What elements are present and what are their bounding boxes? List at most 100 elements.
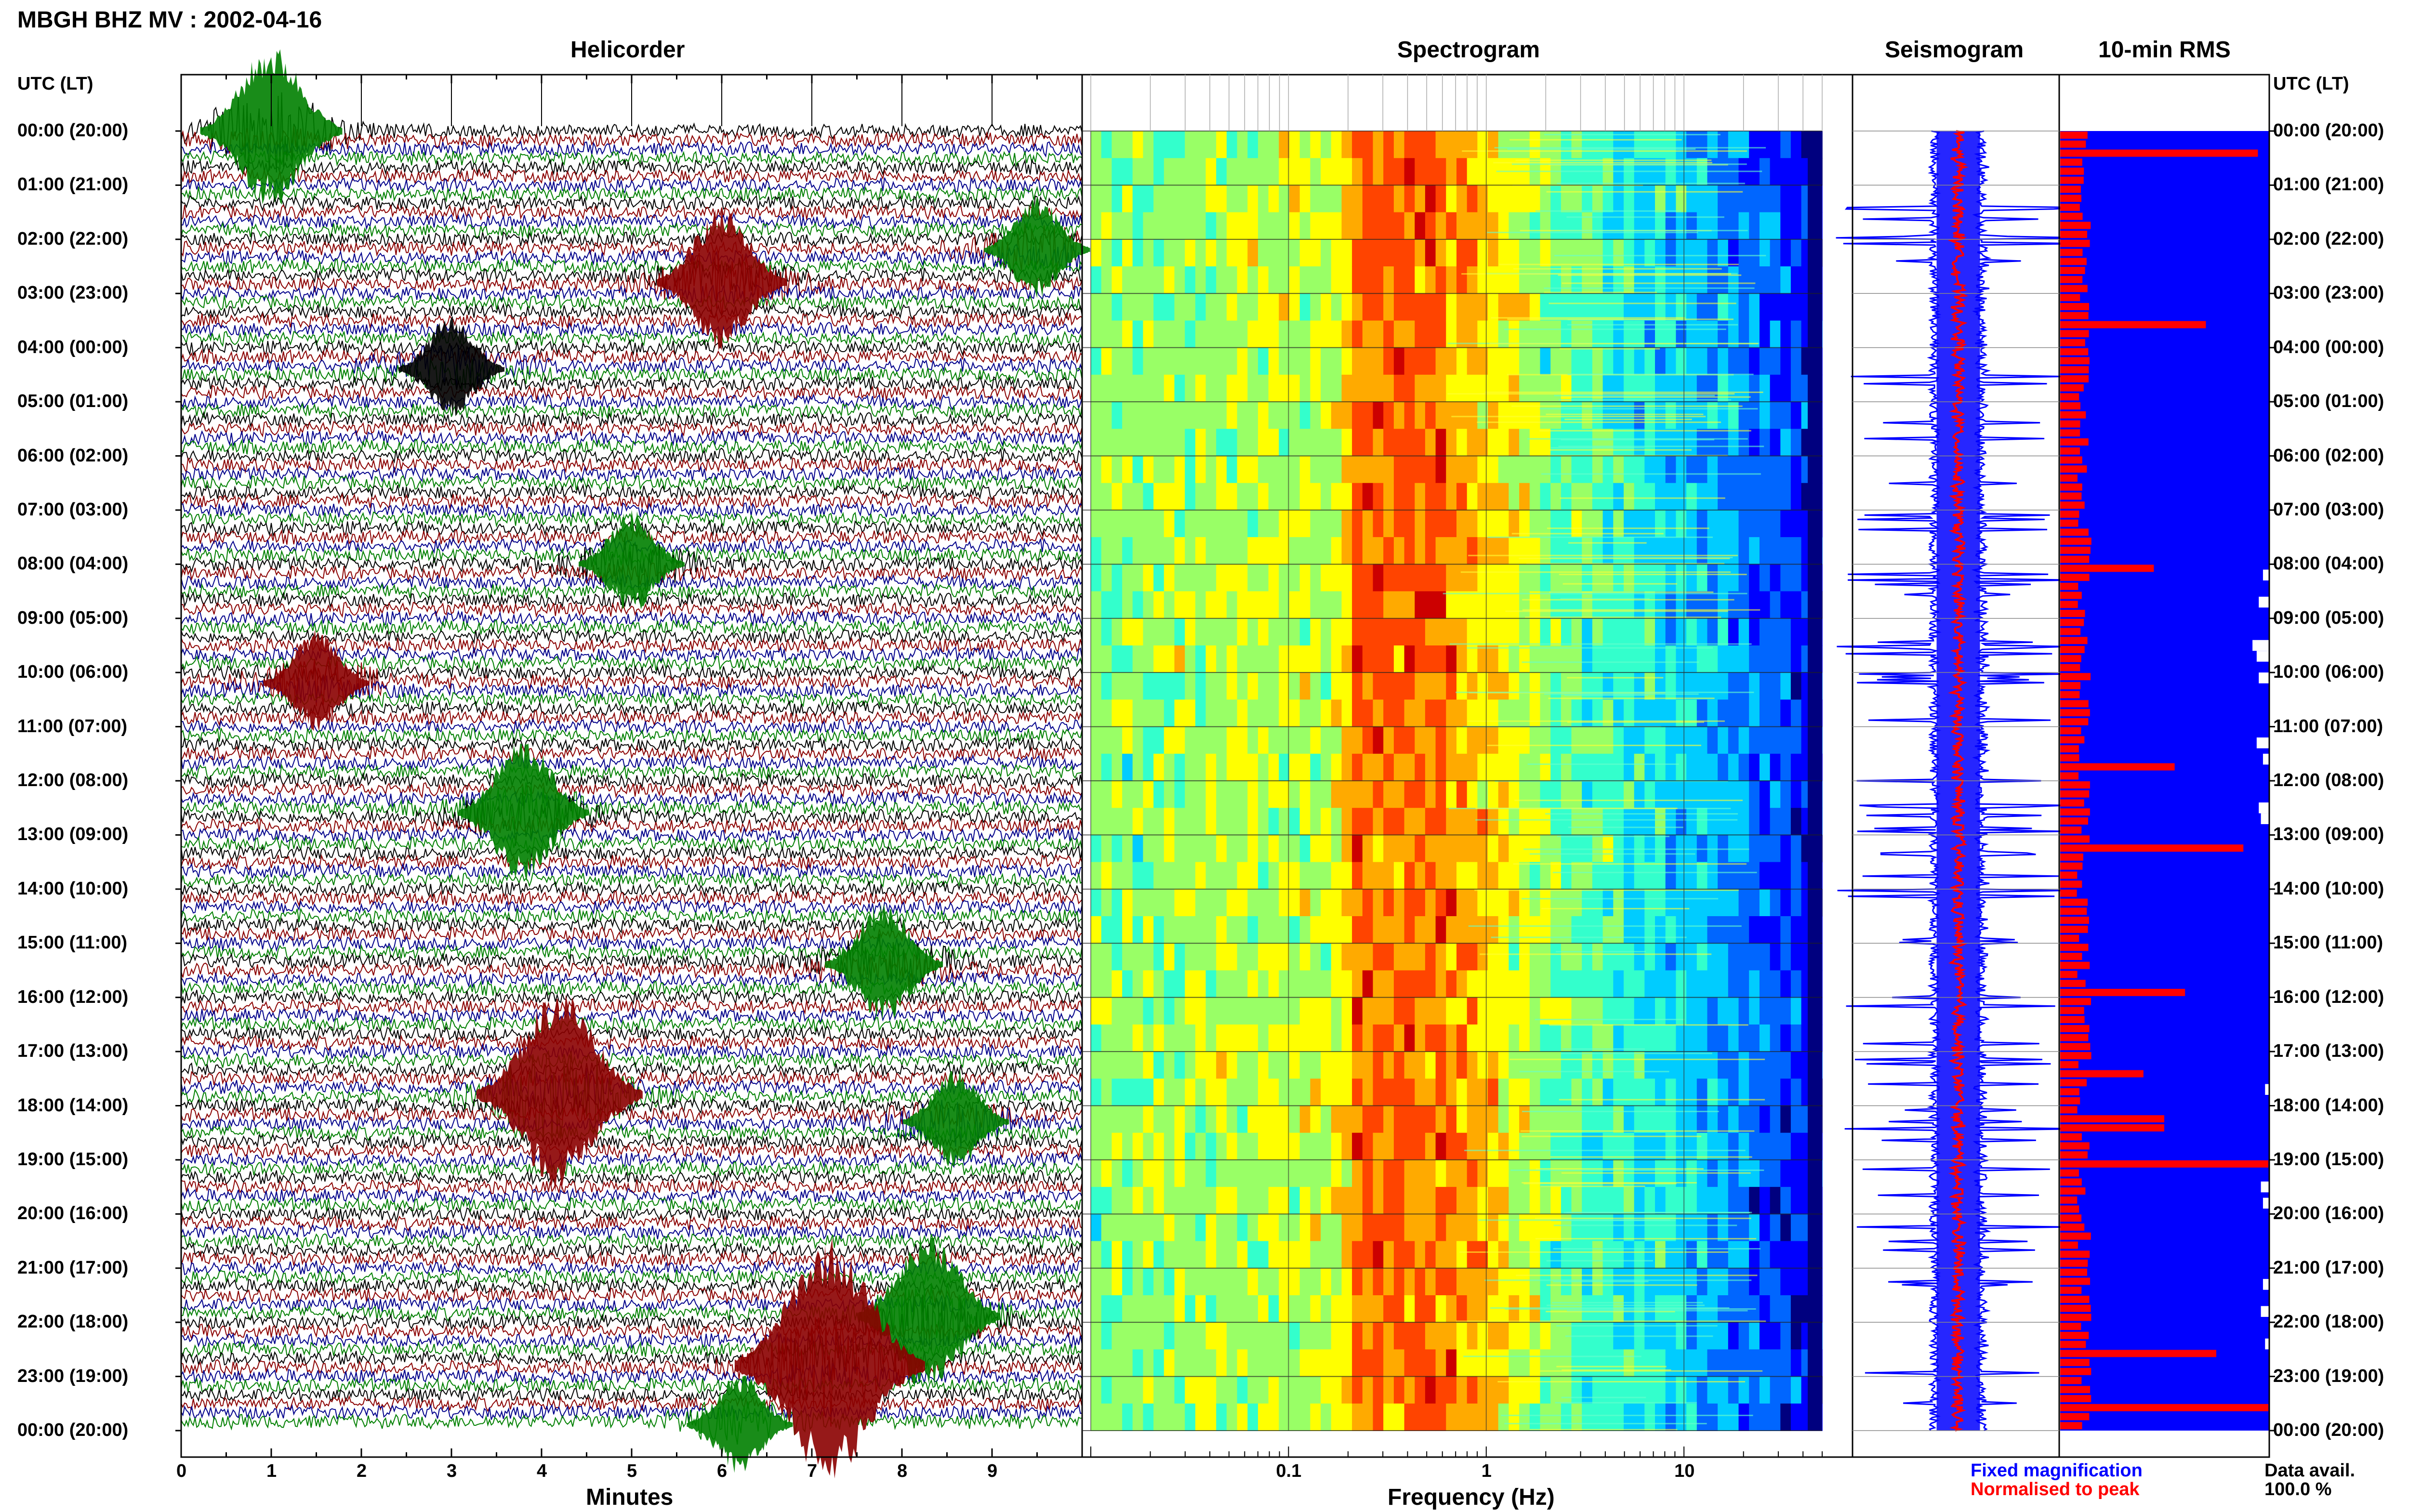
spectrogram-cell bbox=[1174, 1349, 1185, 1377]
spectrogram-cell bbox=[1185, 320, 1196, 348]
spectrogram-cell bbox=[1101, 239, 1112, 267]
spectrogram-cell bbox=[1132, 591, 1144, 619]
spectrogram-cell bbox=[1132, 1105, 1144, 1133]
spectrogram-cell bbox=[1174, 1024, 1185, 1052]
time-label-right: 22:00 (18:00) bbox=[2273, 1312, 2384, 1332]
spectrogram-cell bbox=[1153, 1268, 1165, 1296]
spectrogram-cell bbox=[1216, 618, 1227, 646]
spectrogram-cell bbox=[1185, 131, 1196, 158]
spectrogram-cell bbox=[1279, 320, 1290, 348]
spectrogram-cell bbox=[1299, 618, 1311, 646]
spectrogram-cell bbox=[1289, 347, 1300, 375]
spectrogram-cell bbox=[1247, 429, 1258, 457]
spectrogram-cell bbox=[1174, 185, 1185, 213]
spectrogram-cell bbox=[1153, 374, 1165, 402]
spectrogram-cell bbox=[1174, 429, 1185, 457]
spectrogram-cell bbox=[1289, 293, 1300, 321]
spectrogram-cell bbox=[1216, 808, 1227, 836]
spectrogram-cell bbox=[1101, 429, 1112, 457]
helicorder-x-tick-label: 1 bbox=[266, 1461, 277, 1481]
spectrogram-cell bbox=[1153, 835, 1165, 863]
spectrogram-cell bbox=[1258, 808, 1269, 836]
spectrogram-cell bbox=[1205, 726, 1217, 754]
spectrogram-cell bbox=[1101, 726, 1112, 754]
spectrogram-cell bbox=[1164, 970, 1175, 998]
spectrogram-cell bbox=[1205, 212, 1217, 240]
spectrogram-cell bbox=[1226, 1376, 1238, 1404]
spectrogram-cell bbox=[1205, 943, 1217, 971]
spectrogram-cell bbox=[1122, 943, 1133, 971]
spectrogram-cell bbox=[1122, 374, 1133, 402]
spectrogram-cell bbox=[1112, 781, 1123, 808]
spectrogram-cell bbox=[1091, 456, 1102, 484]
spectrogram-cell bbox=[1289, 456, 1300, 484]
spectrogram-cell bbox=[1164, 510, 1175, 538]
spectrogram-cell bbox=[1195, 510, 1206, 538]
spectrogram-cell bbox=[1237, 239, 1248, 267]
spectrogram-cell bbox=[1310, 835, 1321, 863]
time-label-left: 13:00 (09:00) bbox=[17, 824, 129, 845]
time-label-left: 08:00 (04:00) bbox=[17, 553, 129, 574]
spectrogram-cell bbox=[1268, 212, 1280, 240]
spectrogram-cell bbox=[1132, 1159, 1144, 1187]
spectrogram-cell bbox=[1237, 158, 1248, 186]
spectrogram-cell bbox=[1299, 1241, 1311, 1269]
spectrogram-cell bbox=[1247, 1159, 1258, 1187]
spectrogram-cell bbox=[1299, 1159, 1311, 1187]
spectrogram-cell bbox=[1122, 429, 1133, 457]
spectrogram-cell bbox=[1279, 943, 1290, 971]
spectrogram-cell bbox=[1216, 1159, 1227, 1187]
spectrogram-cell bbox=[1289, 781, 1300, 808]
spectrogram-cell bbox=[1101, 889, 1112, 917]
spectrogram-cell bbox=[1153, 239, 1165, 267]
spectrogram-cell bbox=[1299, 835, 1311, 863]
spectrogram-cell bbox=[1164, 1187, 1175, 1215]
spectrogram-cell bbox=[1195, 266, 1206, 294]
spectrogram-cell bbox=[1091, 320, 1102, 348]
spectrogram-cell bbox=[1237, 970, 1248, 998]
helicorder-x-tick-label: 2 bbox=[357, 1461, 367, 1481]
spectrogram-cell bbox=[1185, 266, 1196, 294]
spectrogram-cell bbox=[1268, 320, 1280, 348]
spectrogram-cell bbox=[1258, 158, 1269, 186]
spectrogram-cell bbox=[1101, 1078, 1112, 1106]
time-label-right: 00:00 (20:00) bbox=[2273, 120, 2384, 141]
spectrogram-cell bbox=[1289, 943, 1300, 971]
spectrogram-cell bbox=[1132, 429, 1144, 457]
spectrogram-cell bbox=[1195, 753, 1206, 781]
spectrogram-cell bbox=[1268, 618, 1280, 646]
data-availability-label: Data avail. bbox=[2264, 1460, 2355, 1481]
spectrogram-cell bbox=[1205, 266, 1217, 294]
spectrogram-cell bbox=[1258, 537, 1269, 565]
spectrogram-cell bbox=[1132, 131, 1144, 158]
spectrogram-cell bbox=[1310, 672, 1321, 700]
spectrogram-cell bbox=[1122, 1105, 1133, 1133]
spectrogram-cell bbox=[1258, 483, 1269, 511]
spectrogram-cell bbox=[1279, 1214, 1290, 1242]
spectrogram-cell bbox=[1289, 1078, 1300, 1106]
spectrogram-cell bbox=[1279, 645, 1290, 673]
spectrogram-cell bbox=[1112, 591, 1123, 619]
spectrogram-cell bbox=[1226, 997, 1238, 1025]
spectrogram-cell bbox=[1122, 1322, 1133, 1350]
spectrogram-cell bbox=[1164, 537, 1175, 565]
spectrogram-cell bbox=[1122, 266, 1133, 294]
spectrogram-cell bbox=[1289, 916, 1300, 944]
spectrogram-cell bbox=[1247, 645, 1258, 673]
time-label-left: 12:00 (08:00) bbox=[17, 770, 129, 790]
spectrogram-cell bbox=[1153, 726, 1165, 754]
spectrogram-cell bbox=[1195, 185, 1206, 213]
spectrogram-cell bbox=[1143, 293, 1154, 321]
spectrogram-cell bbox=[1143, 185, 1154, 213]
spectrogram-cell bbox=[1132, 402, 1144, 430]
spectrogram-cell bbox=[1226, 185, 1238, 213]
spectrogram-cell bbox=[1268, 1078, 1280, 1106]
spectrogram-cell bbox=[1101, 158, 1112, 186]
spectrogram-cell bbox=[1185, 374, 1196, 402]
spectrogram-cell bbox=[1122, 1403, 1133, 1431]
spectrogram-cell bbox=[1289, 862, 1300, 890]
spectrogram-cell bbox=[1289, 618, 1300, 646]
spectrogram-cell bbox=[1237, 753, 1248, 781]
spectrogram-cell bbox=[1132, 618, 1144, 646]
spectrogram-cell bbox=[1289, 266, 1300, 294]
